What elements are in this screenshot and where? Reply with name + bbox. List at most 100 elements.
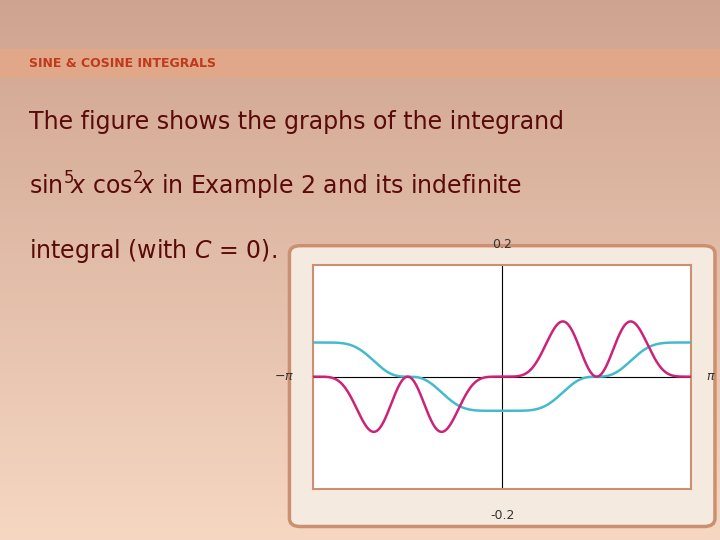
Bar [0, 410, 720, 416]
Bar [0, 416, 720, 421]
Bar [0, 508, 720, 513]
Bar [0, 524, 720, 529]
Text: 0.2: 0.2 [492, 238, 512, 251]
Text: $-\pi$: $-\pi$ [274, 370, 294, 383]
Bar [0, 38, 720, 43]
Bar [0, 254, 720, 259]
Bar [0, 194, 720, 200]
Bar [0, 297, 720, 302]
Bar [0, 70, 720, 76]
Bar [0, 32, 720, 38]
Bar [0, 464, 720, 470]
Bar [0, 16, 720, 22]
Bar [0, 205, 720, 211]
Bar [0, 221, 720, 227]
Bar [0, 405, 720, 410]
Bar [0, 313, 720, 319]
Bar [0, 367, 720, 373]
Bar [0, 157, 720, 162]
Bar [0, 497, 720, 502]
Bar [0, 167, 720, 173]
Bar [0, 81, 720, 86]
Bar [0, 400, 720, 405]
Bar [0, 5, 720, 11]
Bar [0, 108, 720, 113]
Bar [0, 335, 720, 340]
Bar [0, 113, 720, 119]
Bar [0, 103, 720, 108]
Bar [0, 146, 720, 151]
Bar [0, 475, 720, 481]
Bar [0, 292, 720, 297]
Bar [0, 459, 720, 464]
Bar [0, 470, 720, 475]
Bar [0, 437, 720, 443]
Bar [0, 243, 720, 248]
Bar [0, 535, 720, 540]
Bar [0, 162, 720, 167]
Bar [0, 54, 720, 59]
Bar [0, 319, 720, 324]
Bar [0, 22, 720, 27]
Bar [0, 173, 720, 178]
Bar [0, 130, 720, 135]
Bar [0, 324, 720, 329]
Bar [0, 151, 720, 157]
Bar [0, 286, 720, 292]
Bar [0, 49, 720, 54]
Bar [0, 178, 720, 184]
Bar [0, 448, 720, 454]
Bar [0, 356, 720, 362]
Bar [0, 238, 720, 243]
Bar [0, 491, 720, 497]
Bar [0, 529, 720, 535]
Bar [0, 265, 720, 270]
Bar [0, 59, 720, 65]
Text: $\pi$: $\pi$ [706, 370, 716, 383]
Bar [0, 227, 720, 232]
Bar [0, 259, 720, 265]
Bar [0, 200, 720, 205]
Bar [0, 281, 720, 286]
Bar [0, 140, 720, 146]
Bar [0, 308, 720, 313]
Bar [0, 502, 720, 508]
Text: The figure shows the graphs of the integrand: The figure shows the graphs of the integ… [29, 110, 564, 133]
Bar [0, 302, 720, 308]
Bar [0, 270, 720, 275]
Bar [0, 513, 720, 518]
Bar [0, 49, 720, 78]
Bar [0, 421, 720, 427]
Bar [0, 443, 720, 448]
Bar [0, 394, 720, 400]
Bar [0, 378, 720, 383]
Bar [0, 97, 720, 103]
Bar [0, 432, 720, 437]
Text: SINE & COSINE INTEGRALS: SINE & COSINE INTEGRALS [29, 57, 216, 70]
Bar [0, 232, 720, 238]
Text: $\mathrm{sin}^5\!x\ \mathrm{cos}^2\!x$ in Example 2 and its indefinite: $\mathrm{sin}^5\!x\ \mathrm{cos}^2\!x$ i… [29, 170, 522, 202]
Bar [0, 135, 720, 140]
Bar [0, 11, 720, 16]
Bar [0, 346, 720, 351]
Bar [0, 486, 720, 491]
Text: integral (with $\mathit{C}$ = 0).: integral (with $\mathit{C}$ = 0). [29, 237, 276, 265]
Bar [0, 184, 720, 189]
Bar [0, 92, 720, 97]
Bar [0, 43, 720, 49]
Text: -0.2: -0.2 [490, 509, 514, 522]
Bar [0, 27, 720, 32]
Bar [0, 211, 720, 216]
Bar [0, 373, 720, 378]
Bar [0, 389, 720, 394]
Bar [0, 216, 720, 221]
Bar [0, 248, 720, 254]
Bar [0, 518, 720, 524]
Bar [0, 454, 720, 459]
Bar [0, 351, 720, 356]
Bar [0, 275, 720, 281]
Bar [0, 124, 720, 130]
Bar [0, 119, 720, 124]
Bar [0, 362, 720, 367]
Bar [0, 383, 720, 389]
